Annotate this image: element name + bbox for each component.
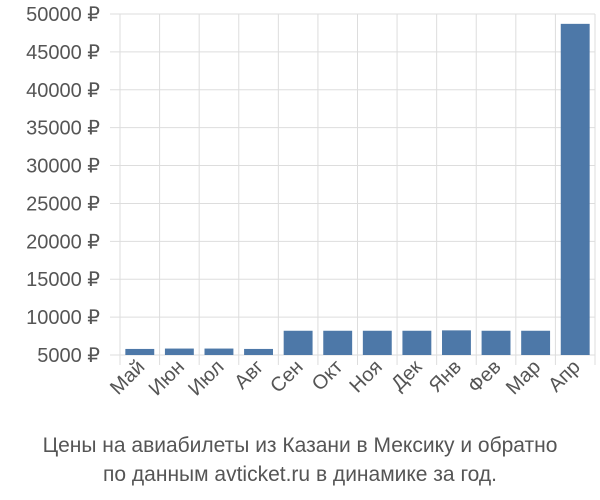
y-tick-label: 30000 ₽ <box>26 156 100 178</box>
x-tick-label: Сен <box>266 356 307 397</box>
x-tick-label: Май <box>106 356 149 399</box>
bar-3 <box>204 348 234 355</box>
bar-9 <box>442 330 471 355</box>
y-axis-ticks: 5000 ₽ 10000 ₽ 15000 ₽ 20000 ₽ 25000 ₽ 30000 … <box>26 4 100 367</box>
grid-lines <box>110 13 596 365</box>
bar-8 <box>402 330 432 355</box>
x-tick-label: Июл <box>184 356 228 400</box>
x-tick-label: Апр <box>544 356 585 397</box>
x-tick-label: Ноя <box>346 356 387 397</box>
bar-11 <box>521 330 551 355</box>
x-tick-label: Окт <box>308 356 347 395</box>
bar-2 <box>164 348 194 355</box>
chart-caption-line-1: Цены на авиабилеты из Казани в Мексику и… <box>42 434 558 457</box>
bar-12 <box>560 23 590 356</box>
y-tick-label: 25000 ₽ <box>26 193 100 215</box>
bar-10 <box>481 330 511 355</box>
bar-1 <box>125 348 155 355</box>
y-tick-label: 5000 ₽ <box>37 345 100 367</box>
chart-caption-line-2: по данным avticket.ru в динамике за год. <box>103 463 497 486</box>
y-tick-label: 50000 ₽ <box>26 4 100 26</box>
y-tick-label: 40000 ₽ <box>26 80 100 102</box>
x-tick-label: Фев <box>464 356 506 398</box>
x-tick-label: Июн <box>145 356 189 400</box>
bar-7 <box>362 330 392 355</box>
bars <box>125 23 590 356</box>
y-tick-label: 35000 ₽ <box>26 118 100 140</box>
y-tick-label: 20000 ₽ <box>26 231 100 253</box>
bar-6 <box>323 330 353 355</box>
y-tick-label: 15000 ₽ <box>26 269 100 291</box>
x-tick-label: Дек <box>387 356 426 395</box>
y-tick-label: 45000 ₽ <box>26 42 100 64</box>
x-tick-label: Мар <box>502 356 545 399</box>
bar-5 <box>283 330 313 355</box>
x-tick-label: Авг <box>230 356 268 394</box>
bar-4 <box>244 348 273 355</box>
x-tick-label: Янв <box>425 356 466 397</box>
y-tick-label: 10000 ₽ <box>26 307 100 329</box>
